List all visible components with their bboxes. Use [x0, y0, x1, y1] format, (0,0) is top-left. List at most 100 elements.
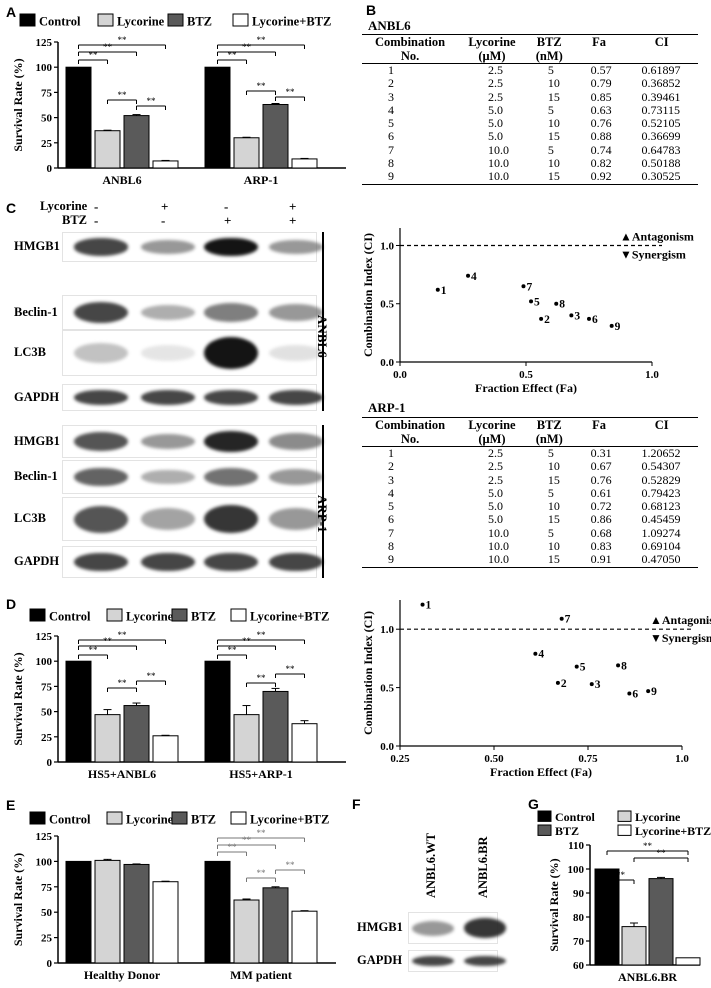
table-cell: 0.50188: [641, 156, 681, 171]
y-tick-label: 100: [568, 864, 585, 876]
y-axis-label: Combination Index (CI): [361, 611, 375, 735]
significance-marker: **: [242, 42, 252, 52]
table-header: CI: [625, 417, 698, 447]
table-row: 5 5.0 10 0.76 0.52105: [362, 116, 698, 131]
data-point-label: 5: [580, 662, 586, 674]
table-cell: 0.36852: [641, 76, 681, 91]
bar: [262, 887, 289, 964]
y-tick-label: 1.0: [380, 240, 394, 252]
protein-band: [204, 303, 258, 322]
lycorine-sign: -: [94, 199, 99, 214]
x-tick-label: 1.0: [675, 753, 689, 765]
table-cell: 5: [547, 446, 554, 460]
bar: [291, 910, 318, 964]
x-tick-label: 0.5: [519, 369, 533, 381]
antagonism-label: ▲Antagonism: [620, 229, 694, 243]
y-tick-label: 50: [41, 907, 53, 919]
protein-band: [74, 552, 128, 572]
y-tick-label: 80: [573, 912, 585, 924]
protein-band: [269, 344, 323, 362]
table-cell: 0.82: [590, 156, 612, 171]
btz-sign: +: [224, 213, 232, 228]
table-cell: 2: [388, 459, 394, 474]
table-cell: 0.68: [590, 525, 612, 540]
protein-band: [141, 345, 195, 361]
table-header: BTZ (nM): [525, 34, 573, 64]
y-tick-label: 0: [47, 757, 53, 769]
table-cell: 0.79423: [641, 485, 681, 500]
table-cell: 10: [547, 459, 560, 474]
table-cell: 1: [388, 446, 394, 460]
legend-label: Lycorine+BTZ: [252, 14, 331, 28]
legend-swatch: [29, 811, 46, 825]
group-bracket: [322, 232, 324, 411]
y-tick-label: 25: [41, 138, 53, 150]
legend-label: BTZ: [191, 812, 216, 826]
table-cell: 0.61: [590, 485, 612, 500]
bar: [204, 860, 231, 964]
band-label: GAPDH: [14, 554, 60, 568]
legend-swatch: [97, 13, 114, 27]
table-cell: 7: [388, 142, 394, 157]
significance-marker: **: [89, 645, 99, 655]
band-label: GAPDH: [357, 953, 403, 967]
x-tick-label: 0.50: [484, 753, 504, 765]
significance-marker: **: [228, 50, 238, 60]
y-tick-label: 50: [41, 707, 53, 719]
legend-swatch: [167, 13, 184, 27]
legend-swatch: [232, 13, 249, 27]
bar: [94, 859, 121, 964]
band-label: GAPDH: [14, 389, 60, 404]
legend-label: Lycorine+BTZ: [250, 609, 329, 623]
y-tick-label: 125: [36, 37, 53, 49]
table-cell: 2.5: [488, 89, 504, 104]
y-tick-label: 125: [36, 631, 53, 643]
table-row: 1 2.5 5 0.57 0.61897: [362, 63, 698, 78]
protein-band: [269, 507, 323, 531]
table-cell: 0.76: [590, 472, 612, 487]
legend-label: Control: [555, 810, 595, 824]
y-tick-label: 0.0: [380, 357, 394, 369]
y-tick-label: 75: [41, 681, 53, 693]
table-row: 3 2.5 15 0.85 0.39461: [362, 89, 698, 104]
table-cell: 7: [388, 525, 394, 540]
table-cell: 1.20652: [641, 446, 681, 460]
y-tick-label: 75: [41, 882, 53, 894]
protein-band: [269, 552, 323, 572]
y-axis-label: Survival Rate (%): [547, 858, 561, 951]
y-axis-label: Combination Index (CI): [361, 233, 375, 357]
protein-band: [141, 469, 195, 485]
table-cell: 5: [547, 525, 554, 540]
btz-sign: -: [94, 213, 99, 228]
table-cell: 10: [547, 76, 560, 91]
data-point-label: 9: [615, 321, 621, 333]
table-cell: 5: [547, 102, 554, 117]
table-header: Lycorine (μM): [458, 417, 526, 447]
protein-band: [74, 467, 128, 487]
antagonism-label: ▲Antagonism: [650, 613, 711, 627]
x-category-label: ARP-1: [244, 173, 279, 187]
bar: [152, 881, 179, 964]
table-cell: 0.86: [590, 512, 612, 527]
y-tick-label: 60: [573, 960, 585, 972]
y-tick-label: 50: [41, 113, 53, 125]
data-point: [555, 680, 560, 685]
data-point-label: 8: [621, 660, 627, 672]
table-cell: 2.5: [488, 459, 504, 474]
legend-swatch: [106, 608, 123, 622]
legend-swatch: [617, 824, 632, 836]
table-cell: 15: [525, 170, 573, 185]
protein-band: [74, 390, 128, 405]
significance-marker: **: [118, 35, 128, 45]
band-label: HMGB1: [14, 239, 60, 253]
y-tick-label: 100: [36, 856, 53, 868]
protein-band: [464, 918, 506, 938]
significance-marker: **: [257, 673, 267, 683]
table-row: 6 5.0 15 0.86 0.45459: [362, 512, 698, 527]
table-cell: 0.52105: [641, 116, 681, 131]
table-row: 3 2.5 15 0.76 0.52829: [362, 472, 698, 487]
panel-label-f: F: [352, 796, 361, 812]
